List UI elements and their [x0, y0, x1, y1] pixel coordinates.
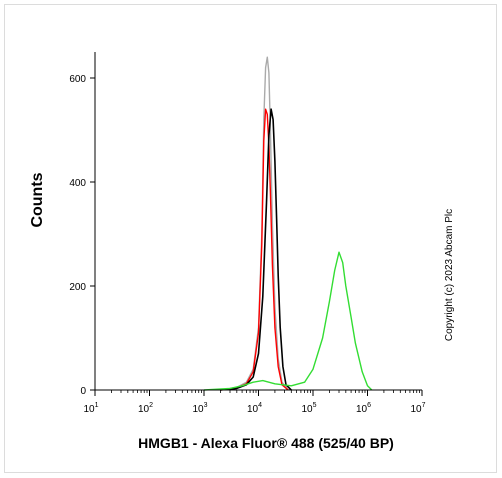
y-axis-title: Counts	[29, 172, 46, 227]
copyright-text: Copyright (c) 2023 Abcam Plc	[444, 209, 455, 341]
series-line-1	[220, 56, 289, 391]
series-line-4	[203, 251, 373, 391]
x-tick-label: 105	[301, 402, 316, 415]
y-tick-label: 400	[69, 178, 86, 189]
y-tick-label: 600	[69, 74, 86, 85]
series-line-2	[220, 108, 289, 391]
axes-layer: 0 200 400 600 101 102 103 104 105 106 107	[69, 52, 426, 415]
x-axis-title: HMGB1 - Alexa Fluor® 488 (525/40 BP)	[138, 435, 394, 451]
series-layer	[203, 56, 373, 391]
x-tick-label: 102	[138, 402, 153, 415]
x-tick-label: 107	[410, 402, 425, 415]
y-tick-label: 200	[69, 282, 86, 293]
y-tick-label: 0	[80, 386, 86, 397]
figure-frame	[4, 4, 497, 473]
x-tick-label: 103	[192, 402, 207, 415]
x-tick-label: 106	[356, 402, 371, 415]
x-tick-label: 101	[83, 402, 98, 415]
series-line-3	[220, 108, 292, 391]
x-tick-label: 104	[247, 402, 262, 415]
